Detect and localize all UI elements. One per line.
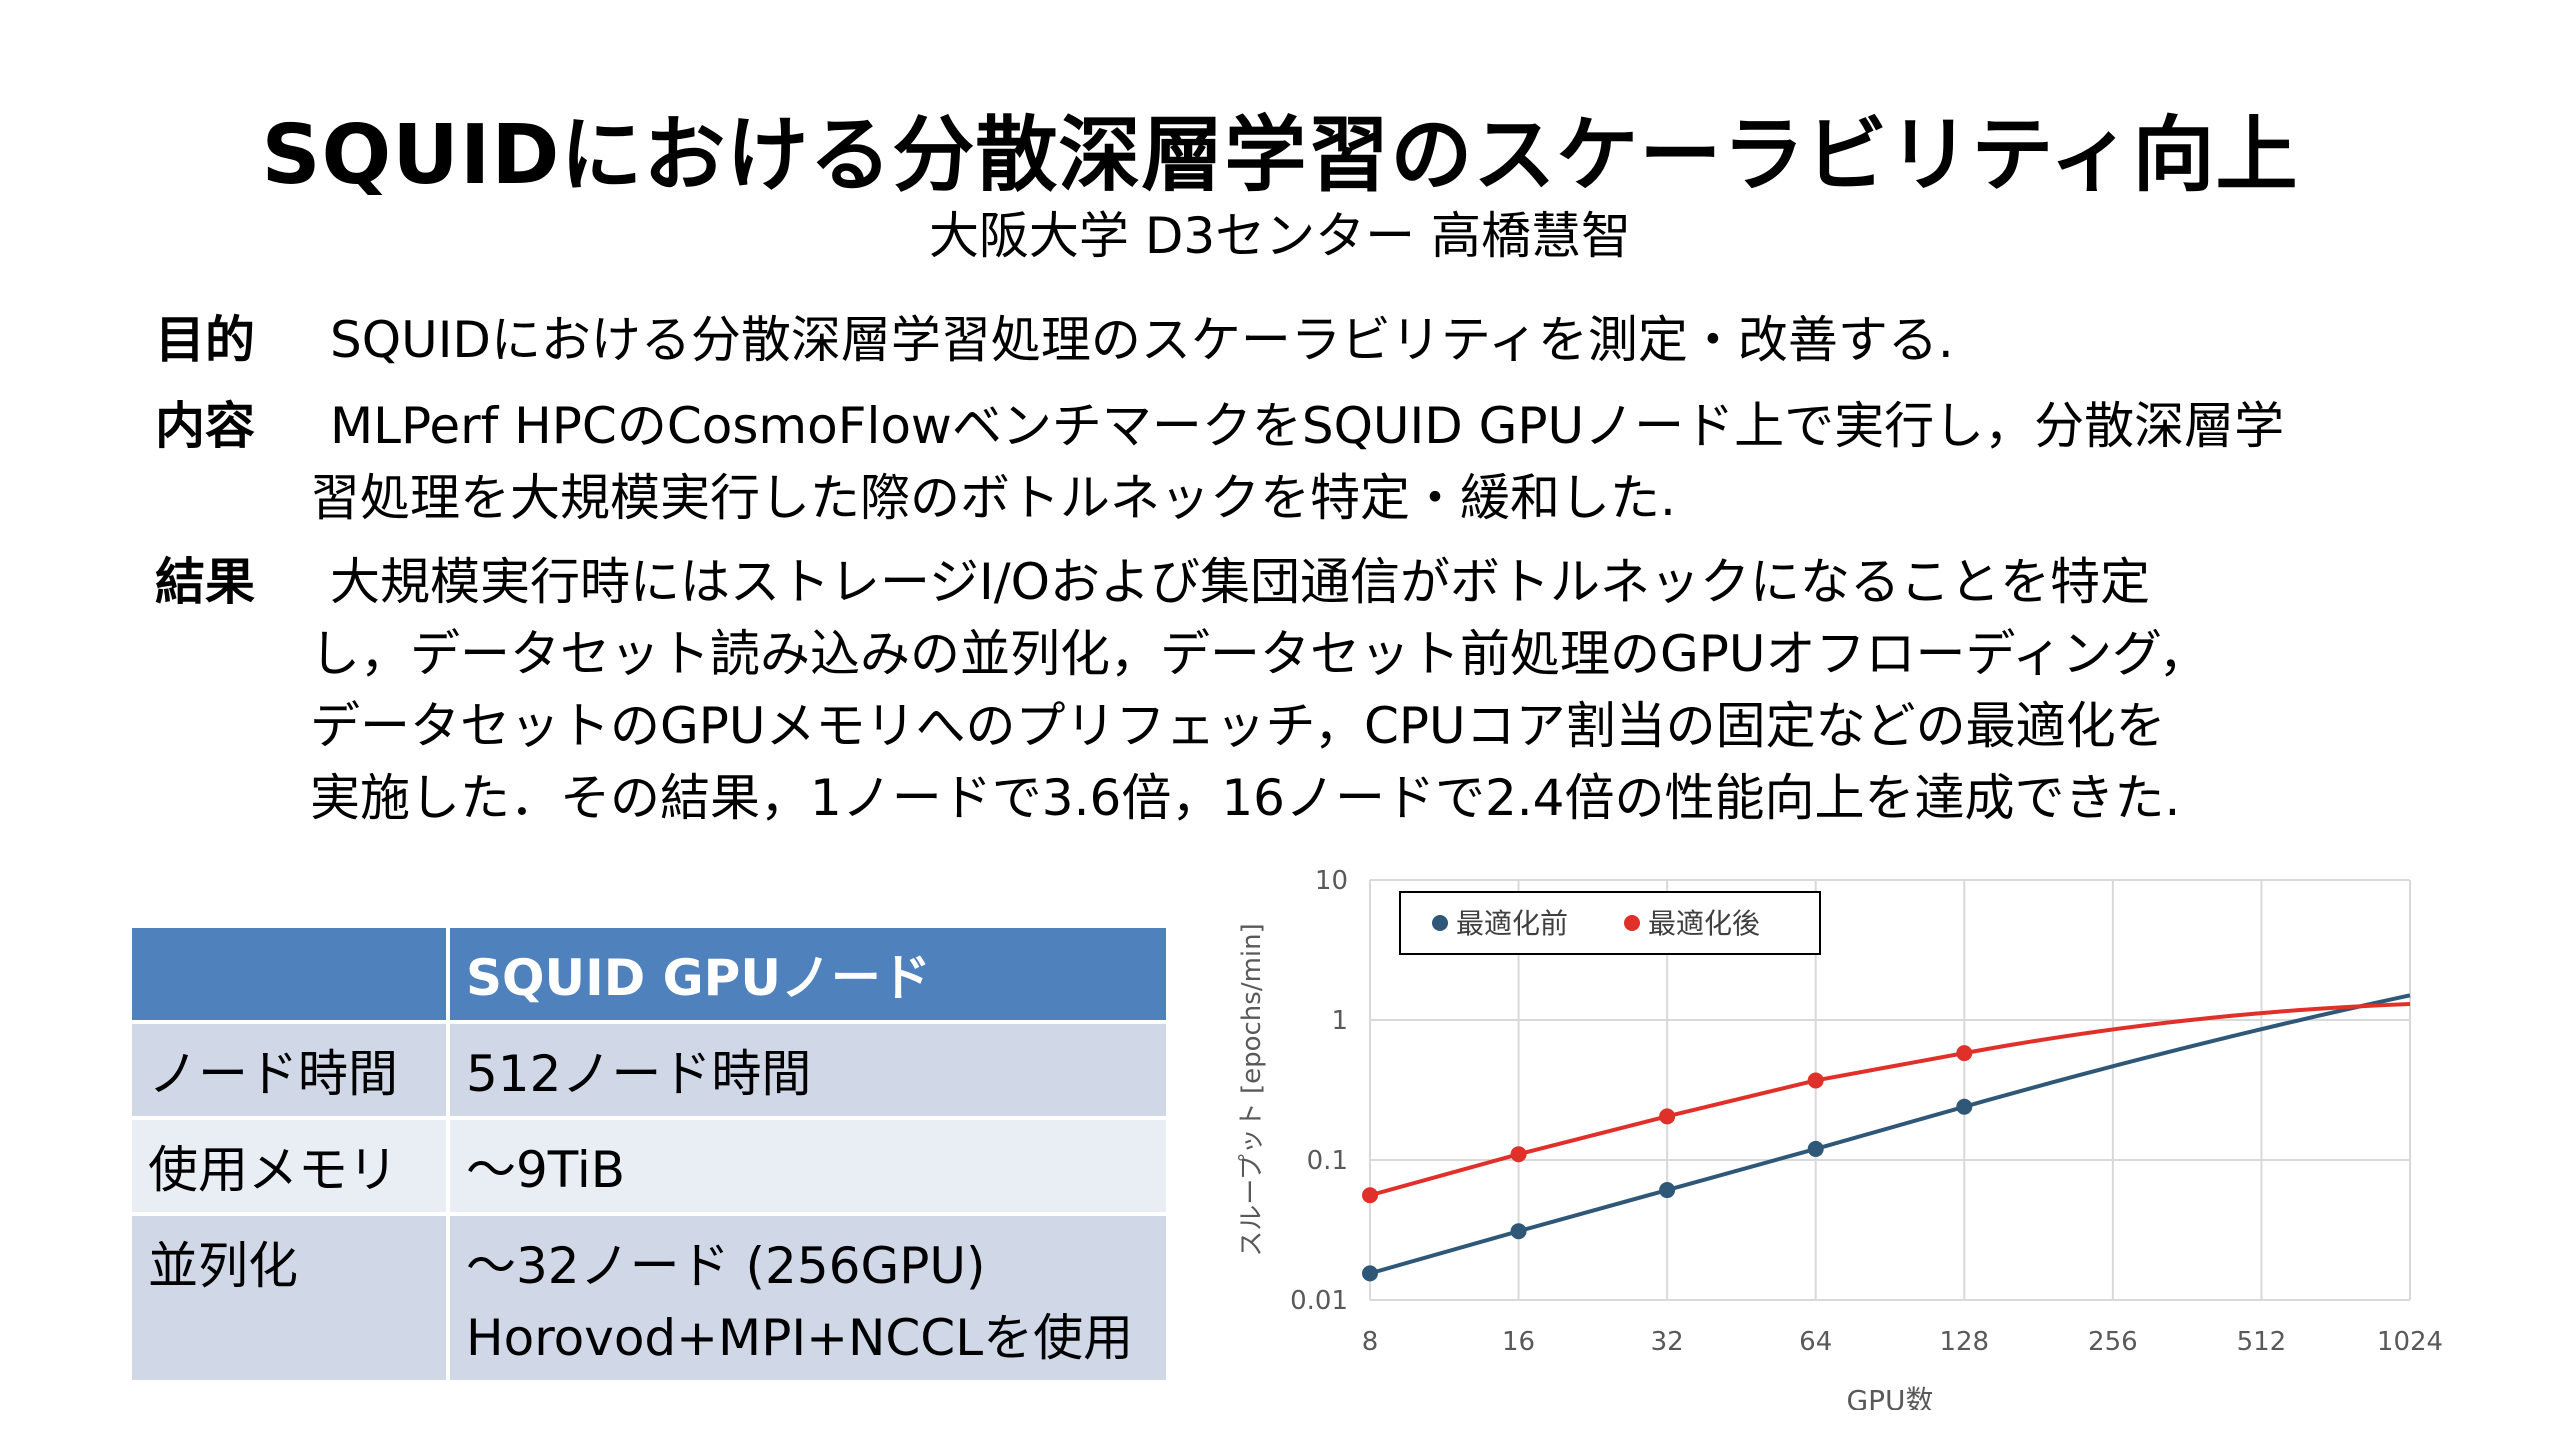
section-label: 内容 [155,397,255,455]
y-tick-label: 1 [1331,1006,1348,1036]
x-tick-label: 32 [1651,1327,1684,1357]
table-cell-line: ～32ノード (256GPU) [466,1237,986,1295]
section-label: 結果 [155,553,255,611]
section-text-line: データセットのGPUメモリへのプリフェッチ，CPUコア割当の固定などの最適化を [310,697,2166,755]
section-text-line: し，データセット読み込みの並列化，データセット前処理のGPUオフローディング， [310,625,2209,683]
table-cell: 並列化 [132,1216,446,1380]
section-text-line: 習処理を大規模実行した際のボトルネックを特定・緩和した. [310,469,1676,527]
table-cell: ～9TiB [450,1120,1166,1212]
legend-box [1399,891,1821,955]
throughput-chart: 8 16 32 64 128 256 512 1024 0.01 0.1 1 10 GPU数 スループット… [1200,850,2500,1410]
table-header-row: SQUID GPUノード [132,928,1166,1020]
data-point [1362,1265,1378,1282]
x-tick-label: 128 [1939,1327,1989,1357]
data-point [1510,1146,1527,1163]
section-text-line: 大規模実行時にはストレージI/Oおよび集団通信がボトルネックになることを特定 [330,553,2150,611]
data-point [1659,1108,1676,1125]
section-text-line: 実施した．その結果，1ノードで3.6倍，16ノードで2.4倍の性能向上を達成でき… [310,769,2181,827]
chart-legend: 最適化前 最適化後 [1399,891,1821,955]
data-point [1807,1140,1824,1157]
section-text-line: SQUIDにおける分散深層学習処理のスケーラビリティを測定・改善する. [330,311,1954,369]
section-label: 目的 [155,311,255,369]
x-axis-title: GPU数 [1846,1384,1933,1410]
table-header-cell: SQUID GPUノード [450,928,1166,1020]
x-tick-label: 64 [1799,1327,1832,1357]
page-subtitle: 大阪大学 D3センター 高橋慧智 [928,207,1632,265]
y-tick-label: 0.1 [1307,1146,1348,1176]
section-purpose: 目的 SQUIDにおける分散深層学習処理のスケーラビリティを測定・改善する. [155,304,2515,376]
legend-label: 最適化前 [1456,907,1568,940]
data-point [1807,1072,1824,1089]
y-axis-title: スループット [epochs/min] [1237,923,1267,1257]
data-point [1956,1045,1973,1062]
chart-series [1362,993,2411,1282]
x-tick-label: 256 [2088,1327,2138,1357]
table-row: ノード時間 512ノード時間 [132,1024,1166,1116]
data-point [1659,1182,1676,1199]
legend-label: 最適化後 [1648,907,1760,940]
table-header-cell [132,928,446,1020]
section-text-line: MLPerf HPCのCosmoFlowベンチマークをSQUID GPUノード上… [330,397,2285,455]
data-point [1956,1098,1973,1115]
chart-axes: 8 16 32 64 128 256 512 1024 0.01 0.1 1 10 GPU数 スループット… [1237,866,2443,1410]
resource-table: SQUID GPUノード ノード時間 512ノード時間 使用メモリ ～9TiB … [128,924,1170,1384]
section-content: 内容 MLPerf HPCのCosmoFlowベンチマークをSQUID GPUノ… [155,390,2515,534]
y-tick-label: 10 [1315,866,1348,896]
table-cell-line: Horovod+MPI+NCCLを使用 [466,1309,1134,1367]
section-results: 結果 大規模実行時にはストレージI/Oおよび集団通信がボトルネックになることを特… [155,546,2515,834]
table-row: 並列化 ～32ノード (256GPU) Horovod+MPI+NCCLを使用 [132,1216,1166,1380]
legend-marker [1432,915,1448,931]
data-point [1510,1223,1527,1240]
x-tick-label: 16 [1502,1327,1535,1357]
table-cell: 使用メモリ [132,1120,446,1212]
chart-background [1200,850,2500,1410]
y-tick-label: 0.01 [1290,1286,1348,1316]
table-cell: ～32ノード (256GPU) Horovod+MPI+NCCLを使用 [450,1216,1166,1380]
page-title: SQUIDにおける分散深層学習のスケーラビリティ向上 [261,108,2299,203]
x-tick-label: 1024 [2377,1327,2443,1357]
table-cell: 512ノード時間 [450,1024,1166,1116]
data-point [1362,1187,1378,1204]
table-row: 使用メモリ ～9TiB [132,1120,1166,1212]
x-tick-label: 8 [1362,1327,1379,1357]
legend-marker [1624,915,1640,931]
table-cell: ノード時間 [132,1024,446,1116]
x-tick-label: 512 [2237,1327,2287,1357]
